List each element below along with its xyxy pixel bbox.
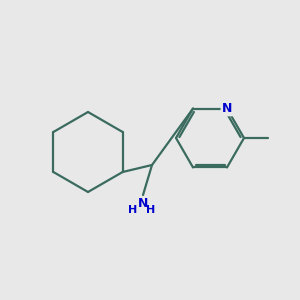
Text: N: N	[138, 197, 148, 210]
Text: N: N	[222, 102, 232, 115]
Text: H: H	[146, 205, 156, 215]
Text: H: H	[128, 205, 138, 215]
